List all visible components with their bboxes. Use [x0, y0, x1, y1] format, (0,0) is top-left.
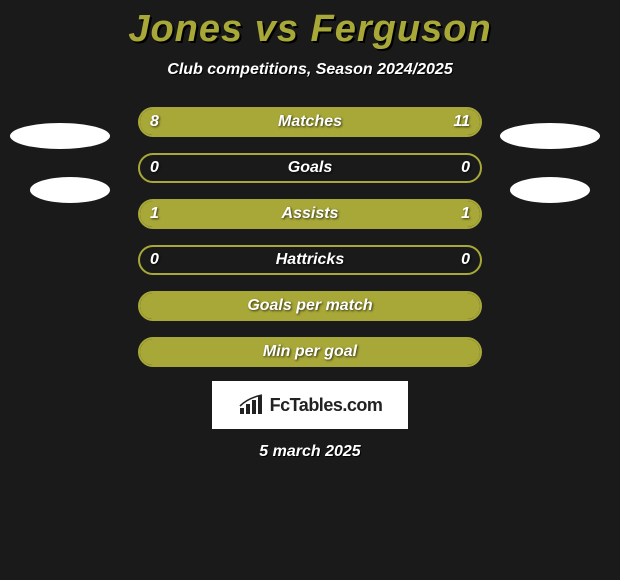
- stat-value-right: 11: [453, 109, 470, 135]
- stat-bar-track: Min per goal: [138, 337, 482, 367]
- stat-row: 0 0Hattricks: [0, 245, 620, 275]
- stat-value-left: 8: [150, 109, 159, 135]
- stat-row: 11Assists: [0, 199, 620, 229]
- stat-bar-track: 0 0Hattricks: [138, 245, 482, 275]
- stat-bar-track: 811Matches: [138, 107, 482, 137]
- comparison-date: 5 march 2025: [0, 443, 620, 461]
- stat-bar-right-fill: [276, 109, 480, 135]
- stat-bar-track: Goals per match: [138, 291, 482, 321]
- stat-value-left: 0: [150, 155, 159, 181]
- stat-value-left: 0: [150, 247, 159, 273]
- stat-value-left: 1: [150, 201, 159, 227]
- stat-label: Goals: [140, 155, 480, 181]
- stat-bar-fill: [140, 293, 480, 319]
- comparison-subtitle: Club competitions, Season 2024/2025: [0, 61, 620, 79]
- fctables-logo-text: FcTables.com: [270, 395, 383, 416]
- stat-bar-left-fill: [140, 109, 276, 135]
- stat-value-right: 1: [461, 201, 470, 227]
- stat-value-right: 0: [461, 155, 470, 181]
- bar-chart-icon: [238, 394, 264, 416]
- stat-row: Goals per match: [0, 291, 620, 321]
- stat-bar-fill: [140, 339, 480, 365]
- stat-bar-right-fill: [310, 201, 480, 227]
- stat-value-right: 0: [461, 247, 470, 273]
- stat-bar-track: 11Assists: [138, 199, 482, 229]
- fctables-logo: FcTables.com: [212, 381, 408, 429]
- stat-row: Min per goal: [0, 337, 620, 367]
- stat-row: 811Matches: [0, 107, 620, 137]
- comparison-title: Jones vs Ferguson: [0, 0, 620, 51]
- stat-label: Hattricks: [140, 247, 480, 273]
- stat-bar-track: 0 0Goals: [138, 153, 482, 183]
- stat-bar-left-fill: [140, 201, 310, 227]
- stat-row: 0 0Goals: [0, 153, 620, 183]
